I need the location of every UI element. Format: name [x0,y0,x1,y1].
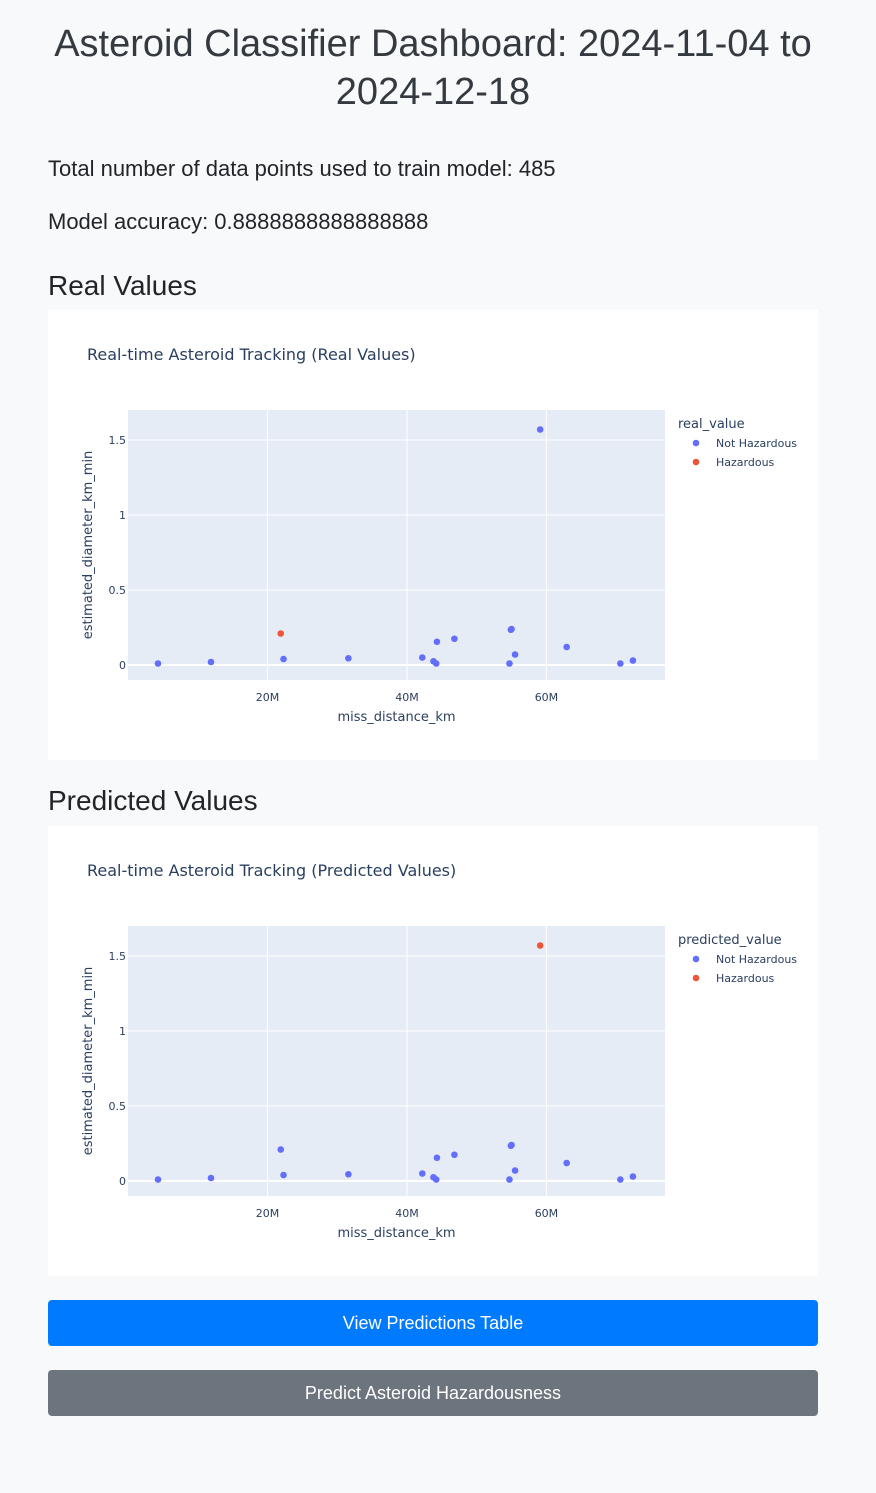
page-title: Asteroid Classifier Dashboard: 2024-11-0… [54,23,812,113]
predicted-values-chart-card: Real-time Asteroid Tracking (Predicted V… [48,826,818,1276]
data-point[interactable] [508,1141,515,1149]
data-point[interactable] [280,655,287,663]
data-point[interactable] [563,1159,570,1167]
data-point[interactable] [345,1170,352,1178]
data-point[interactable] [154,660,162,667]
x-tick-label: 20M [256,1207,280,1220]
legend-label[interactable]: Not Hazardous [716,953,797,966]
total-data-points-text: Total number of data points used to trai… [48,156,556,181]
y-tick-label: 1.5 [109,950,127,963]
predict-hazardousness-button[interactable]: Predict Asteroid Hazardousness [48,1370,818,1416]
data-point[interactable] [629,1173,637,1180]
legend-label[interactable]: Not Hazardous [716,437,797,450]
data-point[interactable] [511,1167,519,1174]
real-values-scatter-chart: Real-time Asteroid Tracking (Real Values… [81,345,797,725]
legend-label[interactable]: Hazardous [716,972,775,985]
data-point[interactable] [432,1176,440,1183]
data-point[interactable] [277,630,285,637]
data-point[interactable] [563,643,570,651]
legend-label[interactable]: Hazardous [716,456,775,469]
y-axis-title: estimated_diameter_km_min [81,967,96,1156]
data-point[interactable] [451,635,458,643]
data-point[interactable] [536,426,544,433]
data-point[interactable] [419,1170,426,1177]
y-axis-title: estimated_diameter_km_min [81,451,96,640]
y-tick-label: 0.5 [109,1100,127,1113]
x-tick-label: 60M [535,1207,559,1220]
data-point[interactable] [432,660,440,667]
data-point[interactable] [629,657,637,664]
data-point[interactable] [207,1174,215,1182]
legend-marker[interactable] [692,974,700,982]
legend-title: real_value [678,417,745,432]
data-point[interactable] [506,1176,513,1183]
x-axis-title: miss_distance_km [337,710,455,725]
data-point[interactable] [280,1171,287,1179]
data-point[interactable] [207,658,215,666]
chart-title: Real-time Asteroid Tracking (Predicted V… [87,861,456,880]
y-tick-label: 0 [119,659,126,672]
x-tick-label: 40M [395,1207,419,1220]
y-tick-label: 1.5 [109,434,127,447]
data-point[interactable] [433,1154,441,1162]
data-point[interactable] [433,638,441,646]
legend-marker[interactable] [692,955,700,963]
chart-title: Real-time Asteroid Tracking (Real Values… [87,345,416,364]
data-point[interactable] [277,1146,285,1153]
data-point[interactable] [508,625,515,633]
real-values-heading: Real Values [48,270,197,301]
legend-marker[interactable] [692,439,700,447]
data-point[interactable] [617,1176,624,1183]
data-point[interactable] [345,654,352,662]
data-point[interactable] [506,660,513,667]
y-tick-label: 0.5 [109,584,127,597]
legend-title: predicted_value [678,933,782,948]
x-tick-label: 20M [256,691,280,704]
y-tick-label: 1 [119,509,126,522]
data-point[interactable] [451,1151,458,1159]
data-point[interactable] [154,1176,162,1183]
model-accuracy-text: Model accuracy: 0.8888888888888888 [48,209,429,234]
plot-area [128,926,665,1196]
real-values-chart-card: Real-time Asteroid Tracking (Real Values… [48,310,818,760]
plot-area [128,410,665,680]
y-tick-label: 0 [119,1175,126,1188]
x-tick-label: 60M [535,691,559,704]
data-point[interactable] [617,660,624,667]
data-point[interactable] [536,942,544,949]
predicted-values-heading: Predicted Values [48,785,258,816]
legend-marker[interactable] [692,458,700,466]
view-predictions-table-button[interactable]: View Predictions Table [48,1300,818,1346]
x-axis-title: miss_distance_km [337,1226,455,1241]
data-point[interactable] [511,651,519,658]
data-point[interactable] [419,654,426,661]
predicted-values-scatter-chart: Real-time Asteroid Tracking (Predicted V… [81,861,797,1241]
y-tick-label: 1 [119,1025,126,1038]
x-tick-label: 40M [395,691,419,704]
